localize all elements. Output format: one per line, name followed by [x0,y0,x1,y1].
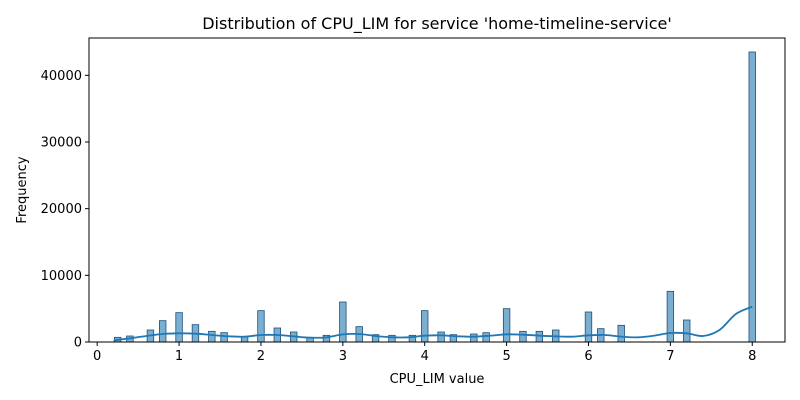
x-tick-label: 0 [93,349,101,364]
histogram-bar [683,319,691,343]
chart-title: Distribution of CPU_LIM for service 'hom… [202,14,672,34]
y-axis: 0 10000 20000 30000 40000 [41,69,89,351]
histogram-bar [519,330,527,343]
histogram-bar [159,320,167,343]
histogram-bar [502,308,511,343]
histogram-bar [748,51,756,343]
histogram-bar [617,324,625,343]
histogram-bar [421,310,429,343]
y-tick-label: 40000 [41,69,82,84]
x-tick-label: 8 [748,349,756,364]
x-axis-label: CPU_LIM value [390,372,485,387]
y-tick-label: 30000 [41,136,82,151]
x-tick-label: 7 [666,349,674,364]
y-axis-label: Frequency [15,156,30,223]
kde-line [113,305,753,342]
x-tick-label: 4 [421,349,429,364]
bars-group [113,51,756,343]
x-tick-label: 2 [257,349,265,364]
histogram-bar [257,310,265,343]
histogram-bar [666,290,675,343]
x-tick-label: 5 [502,349,510,364]
histogram-bar [175,312,183,343]
x-tick-label: 6 [584,349,592,364]
x-axis: 0 1 2 3 4 5 6 7 8 [93,342,756,364]
histogram-bar [208,330,216,343]
plot-frame [88,37,786,343]
histogram-bar [339,301,347,343]
histogram-bar [220,332,228,343]
histogram-bar [437,331,445,343]
x-tick-label: 3 [339,349,347,364]
histogram-bar [470,333,478,343]
x-tick-label: 1 [175,349,183,364]
histogram-bar [584,311,593,343]
y-tick-label: 0 [74,336,82,351]
y-tick-label: 10000 [41,269,82,284]
histogram-bar [482,332,490,343]
y-tick-label: 20000 [41,202,82,217]
